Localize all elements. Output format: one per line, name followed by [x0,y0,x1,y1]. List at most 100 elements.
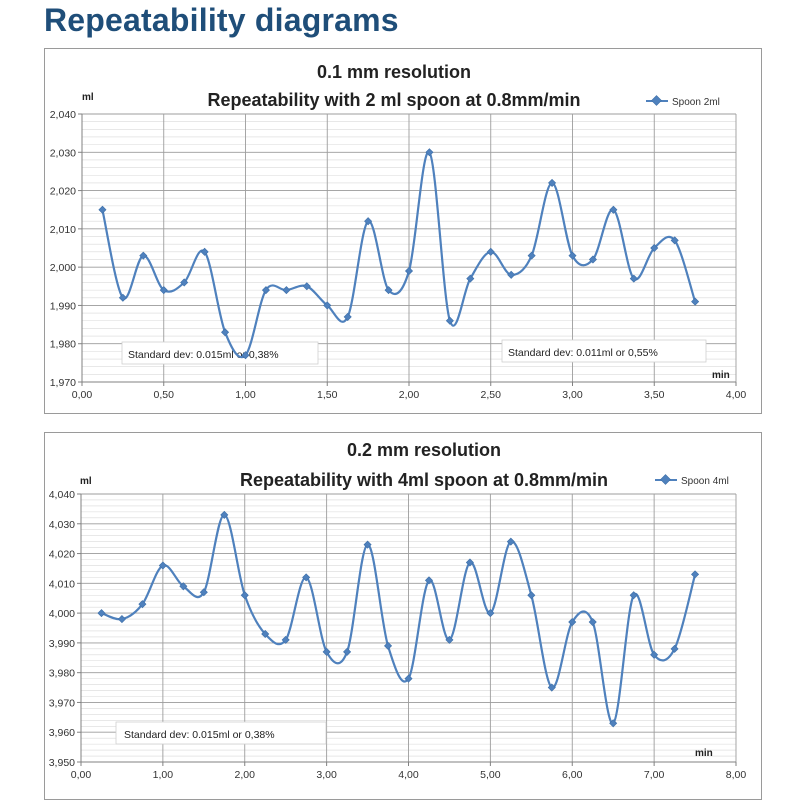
data-point [527,591,536,600]
data-point [486,247,495,256]
data-point [425,148,434,157]
data-point [650,243,659,253]
data-point [138,600,147,609]
data-point [506,537,515,546]
legend: Spoon 4ml [655,474,729,487]
y-tick-label: 3,950 [49,757,75,769]
annotation-text: Standard dev: 0.011ml or 0,55% [508,347,658,359]
data-point [302,573,311,582]
data-point [507,270,516,279]
x-tick-label: 1,00 [235,389,256,401]
y-axis-label: ml [82,92,94,103]
x-tick-label: 1,50 [317,389,338,401]
y-tick-label: 3,990 [49,638,75,650]
legend: Spoon 2ml [646,95,720,108]
legend-label: Spoon 4ml [681,476,729,487]
chart-4ml-spoon: 3,950 3,960 3,970 3,980 3,990 4,000 4,010 4,020… [44,432,762,800]
data-point [200,247,209,256]
y-axis-label: ml [80,476,92,487]
y-tick-label: 4,010 [49,578,75,590]
x-tick-label: 8,00 [726,769,747,781]
data-point [363,540,372,549]
data-point [404,674,413,683]
x-tick-label: 2,50 [481,389,502,401]
data-point [568,251,577,260]
data-point [629,591,638,600]
data-point [221,328,230,337]
data-point [629,274,638,283]
legend-label: Spoon 2ml [672,97,720,108]
chart-title-line1: 0.1 mm resolution [317,62,471,82]
data-point [404,266,414,275]
y-tick-label: 4,040 [49,489,75,501]
data-point [98,205,107,214]
data-point [117,615,126,624]
data-point [159,286,168,295]
data-point [364,217,373,226]
annotation-left: Standard dev: 0.015ml or 0,38% [115,721,327,745]
legend-marker [651,95,662,106]
x-tick-label: 4,00 [726,389,747,401]
x-tick-label: 0,50 [154,389,175,401]
data-point [241,351,250,360]
annotation-text: Standard dev: 0.015ml or 0,38% [124,729,275,741]
x-tick-label: 4,00 [398,769,419,781]
data-point [588,618,597,627]
y-tick-label: 2,000 [50,262,76,274]
data-point [97,609,106,618]
x-axis-label: min [695,748,713,759]
data-point [343,312,352,321]
data-point [180,278,189,287]
data-point [384,286,393,295]
data-point [609,205,618,214]
x-tick-label: 2,00 [399,389,420,401]
data-point [588,255,597,264]
data-point [527,251,536,260]
data-point [609,719,618,728]
annotation-left: Standard dev: 0.015ml or 0,38% [121,341,319,365]
y-tick-label: 3,970 [49,697,75,709]
x-tick-label: 7,00 [644,769,665,781]
data-point [118,293,127,302]
y-tick-label: 2,030 [50,147,76,159]
data-point [240,591,249,600]
x-tick-label: 6,00 [562,769,583,781]
data-point [139,251,148,260]
data-point [670,644,679,653]
chart-4ml-svg: 3,950 3,960 3,970 3,980 3,990 4,000 4,010 4,020… [44,432,762,800]
data-point [302,282,311,291]
data-point [282,286,291,295]
data-point [220,510,229,519]
chart-title-line2: Repeatability with 4ml spoon at 0.8mm/mi… [240,470,608,490]
chart-2ml-spoon: 1,970 1,980 1,990 2,000 2,010 2,020 2,030 2,040… [44,48,762,414]
y-tick-label: 1,970 [50,377,76,389]
annotation-right: Standard dev: 0.011ml or 0,55% [501,339,707,363]
data-point [548,178,557,187]
data-point [445,316,454,325]
data-point [670,236,679,245]
data-point [261,286,270,295]
data-point [568,618,577,627]
data-point [465,558,474,567]
data-point [179,582,188,591]
chart-title-line1: 0.2 mm resolution [347,440,501,460]
data-point [691,570,700,579]
data-point [384,641,393,650]
y-tick-label: 4,000 [49,608,75,620]
x-tick-label: 3,00 [562,389,583,401]
data-point [322,647,331,656]
x-axis-label: min [712,370,730,381]
y-tick-label: 1,980 [50,339,76,351]
x-tick-label: 3,50 [644,389,665,401]
x-tick-label: 0,00 [71,769,92,781]
data-point [650,650,659,659]
data-point [343,647,352,656]
x-tick-label: 2,00 [235,769,256,781]
y-tick-label: 2,020 [50,186,76,198]
data-point [199,588,208,597]
chart-title-line2: Repeatability with 2 ml spoon at 0.8mm/m… [207,90,580,110]
data-point [424,576,433,585]
data-point [547,683,556,692]
y-tick-label: 3,980 [49,668,75,680]
y-tick-label: 3,960 [49,727,75,739]
